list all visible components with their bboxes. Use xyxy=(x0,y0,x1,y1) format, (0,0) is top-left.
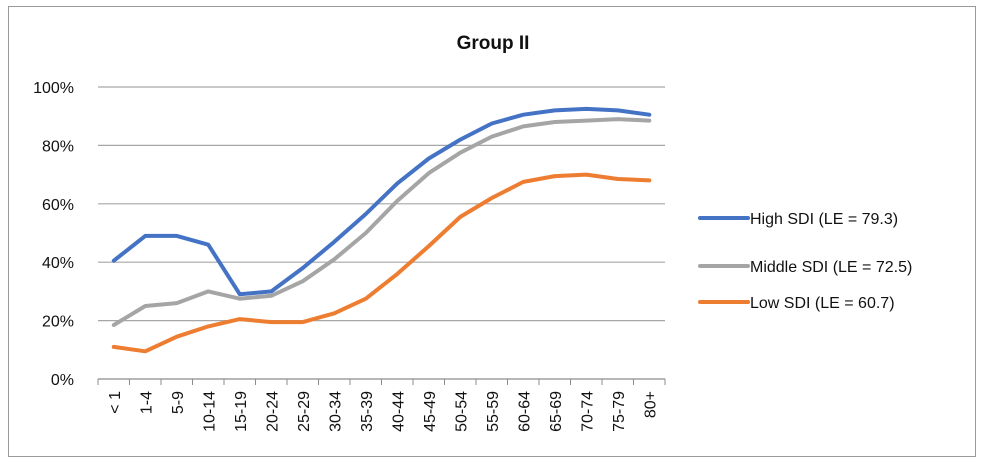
y-tick-label: 20% xyxy=(42,314,74,331)
x-tick-label: 45-49 xyxy=(422,391,439,432)
series-line-0 xyxy=(111,106,652,297)
x-tick-label: 40-44 xyxy=(390,391,407,432)
x-tick-label: 5-9 xyxy=(170,391,187,414)
y-tick-label: 0% xyxy=(51,372,74,389)
series-lines xyxy=(111,106,652,354)
legend-label-0: High SDI (LE = 79.3) xyxy=(750,211,898,228)
x-tick-label: 50-54 xyxy=(453,391,470,432)
x-axis-tick-labels: < 1 1-4 5-9 10-14 15-19 20-24 25-29 30-34 35-39 4… xyxy=(107,391,660,432)
x-tick-label: 65-69 xyxy=(548,391,565,432)
x-tick-label: 10-14 xyxy=(201,391,218,432)
x-tick-label: 35-39 xyxy=(359,391,376,432)
series-line-2 xyxy=(111,172,652,354)
x-tick-label: 60-64 xyxy=(516,391,533,432)
y-axis-tick-labels: 0% 20% 40% 60% 80% 100% xyxy=(33,80,74,389)
x-tick-label: 55-59 xyxy=(485,391,502,432)
chart-frame xyxy=(8,6,976,457)
x-tick-label: 1-4 xyxy=(138,391,155,414)
chart-title: Group II xyxy=(457,33,530,54)
y-tick-label: 60% xyxy=(42,197,74,214)
legend-label-1: Middle SDI (LE = 72.5) xyxy=(750,259,912,276)
x-tick-label: < 1 xyxy=(107,391,124,414)
x-tick-label: 30-34 xyxy=(327,391,344,432)
y-tick-label: 80% xyxy=(42,138,74,155)
x-tick-label: 70-74 xyxy=(579,391,596,432)
series-line-1 xyxy=(111,117,652,327)
legend-label-2: Low SDI (LE = 60.7) xyxy=(750,295,895,312)
legend: High SDI (LE = 79.3) Middle SDI (LE = 72.… xyxy=(698,211,912,312)
x-tick-label: 80+ xyxy=(642,391,659,418)
x-tick-label: 20-24 xyxy=(264,391,281,432)
x-tick-label: 75-79 xyxy=(611,391,628,432)
y-tick-label: 40% xyxy=(42,255,74,272)
gridlines xyxy=(97,86,666,385)
x-tick-label: 15-19 xyxy=(233,391,250,432)
x-tick-label: 25-29 xyxy=(296,391,313,432)
y-tick-label: 100% xyxy=(33,80,74,97)
